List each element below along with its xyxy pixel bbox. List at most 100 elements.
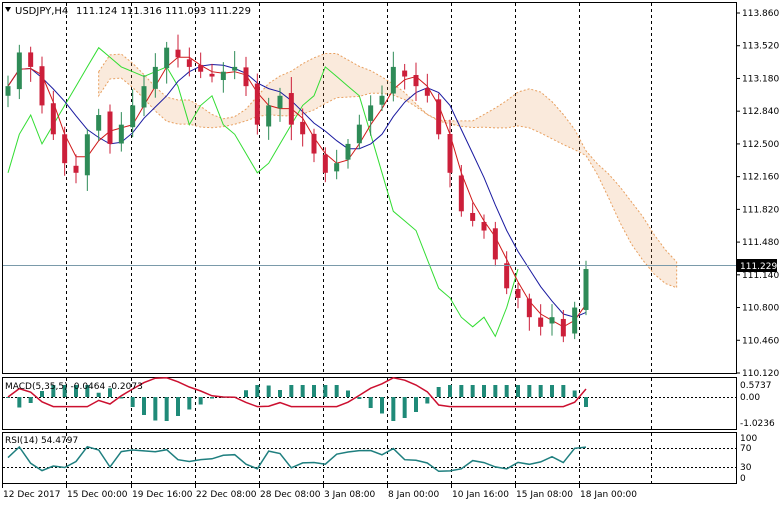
macd-bar	[573, 391, 577, 398]
price-tick-label: 111.480	[742, 238, 779, 248]
macd-bar	[346, 391, 350, 398]
bear-candle	[425, 88, 430, 96]
macd-bar	[131, 397, 135, 407]
bull-candle	[584, 269, 589, 310]
macd-bar	[448, 385, 452, 397]
macd-bar	[323, 385, 327, 397]
price-tick-label: 112.160	[742, 173, 779, 183]
time-tick-label: 12 Dec 2017	[3, 490, 61, 500]
macd-bar	[403, 397, 407, 418]
price-tick-label: 111.820	[742, 205, 779, 215]
bull-candle	[357, 125, 362, 144]
bear-candle	[210, 74, 215, 77]
bear-candle	[244, 67, 249, 86]
bull-candle	[96, 115, 101, 131]
macd-bar	[539, 385, 543, 397]
macd-bar	[414, 397, 418, 412]
price-tick-label: 113.180	[742, 74, 779, 84]
bear-candle	[323, 155, 328, 173]
macd-bar	[584, 397, 588, 407]
bull-candle	[221, 72, 226, 80]
macd-bar	[391, 397, 395, 421]
macd-bar	[199, 397, 203, 405]
macd-bar	[312, 385, 316, 397]
bull-candle	[153, 67, 158, 89]
macd-bar	[153, 397, 157, 421]
macd-tick-label: 0.00	[740, 393, 760, 403]
rsi-label: RSI(14) 54.4797	[5, 436, 78, 446]
time-tick-label: 3 Jan 08:00	[324, 490, 376, 500]
macd-bar	[369, 397, 373, 408]
macd-bar	[550, 385, 554, 397]
bull-candle	[164, 48, 169, 68]
macd-bar	[97, 393, 101, 397]
bear-candle	[493, 228, 498, 259]
bear-candle	[40, 66, 45, 105]
price-tick-label: 110.460	[742, 336, 779, 346]
bear-candle	[176, 50, 181, 58]
bear-candle	[108, 112, 113, 144]
macd-bar	[335, 385, 339, 397]
macd-bar	[255, 385, 259, 397]
bear-candle	[62, 134, 67, 163]
bull-candle	[550, 317, 555, 323]
macd-bar	[425, 397, 429, 404]
bull-candle	[142, 86, 147, 107]
macd-bar	[380, 397, 384, 414]
bull-candle	[334, 163, 339, 171]
time-tick-label: 19 Dec 16:00	[132, 490, 193, 500]
price-tick-label: 110.120	[742, 369, 779, 379]
macd-bar	[176, 397, 180, 416]
time-tick-label: 10 Jan 16:00	[452, 490, 509, 500]
bear-candle	[198, 65, 203, 72]
rsi-pane-frame	[3, 433, 737, 484]
bear-candle	[459, 176, 464, 212]
rsi-tick-label: 0	[740, 474, 746, 484]
bear-candle	[312, 134, 317, 154]
macd-bar	[527, 385, 531, 397]
macd-bar	[6, 397, 10, 398]
bull-candle	[278, 96, 283, 108]
bull-candle	[6, 86, 11, 96]
bear-candle	[300, 122, 305, 134]
macd-bar	[17, 397, 21, 408]
macd-bar	[278, 390, 282, 397]
bear-candle	[74, 166, 79, 173]
bear-candle	[482, 222, 487, 231]
macd-tick-label: 0.5737	[740, 381, 772, 391]
kumo-cloud	[99, 54, 677, 288]
bear-candle	[51, 103, 56, 134]
price-tick-label: 113.520	[742, 42, 779, 52]
macd-bar	[437, 387, 441, 397]
macd-bar	[29, 397, 33, 403]
kumo-area	[99, 54, 677, 288]
time-tick-label: 15 Jan 08:00	[516, 490, 573, 500]
bull-candle	[232, 67, 237, 71]
bear-candle	[448, 134, 453, 173]
dropdown-triangle-icon[interactable]	[5, 7, 11, 12]
bull-candle	[380, 96, 385, 105]
macd-tick-label: -1.0236	[740, 419, 775, 429]
macd-label: MACD(5,35,5) -0.0464 -0.2073	[5, 382, 143, 392]
rsi-tick-label: 30	[740, 463, 752, 473]
bear-candle	[538, 318, 543, 327]
price-tick-label: 113.860	[742, 9, 779, 19]
price-tick-label: 110.800	[742, 304, 779, 314]
bull-candle	[346, 144, 351, 160]
price-axis: 113.860113.520113.180112.840112.500112.1…	[736, 9, 779, 484]
macd-bar	[471, 385, 475, 397]
rsi-plot	[3, 447, 736, 472]
rsi-tick-label: 70	[740, 444, 752, 454]
macd-bar	[244, 390, 248, 397]
bear-candle	[414, 75, 419, 86]
bear-candle	[527, 299, 532, 318]
bull-candle	[17, 52, 22, 89]
bear-candle	[504, 263, 509, 288]
bear-candle	[402, 71, 407, 77]
macd-bar	[357, 397, 361, 399]
macd-bar	[493, 385, 497, 397]
bull-candle	[572, 308, 577, 334]
bear-candle	[470, 213, 475, 221]
time-tick-label: 8 Jan 00:00	[388, 490, 440, 500]
